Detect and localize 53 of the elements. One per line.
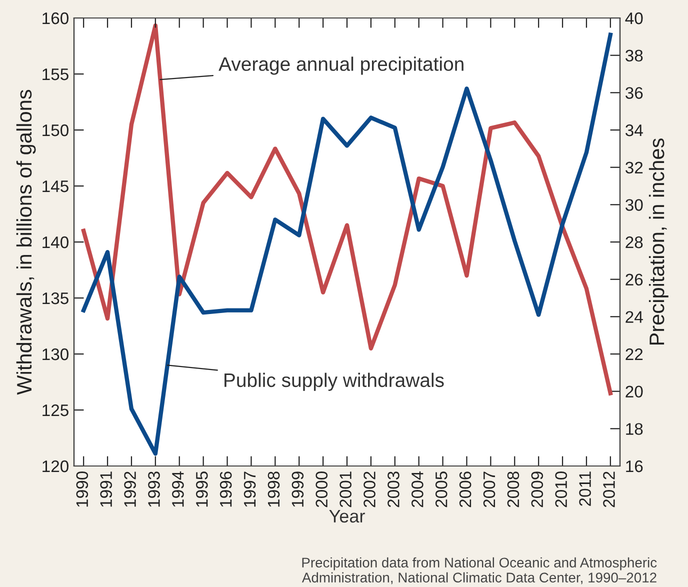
y-tick-label: 155: [42, 68, 68, 80]
line-series: [81, 23, 613, 396]
y-axis-title: Withdrawals, in billions of gallons: [16, 90, 36, 395]
y2-tick-label: 30: [625, 199, 643, 211]
y-tick-label: 130: [42, 348, 68, 360]
x-tick-label: 2012: [603, 472, 615, 508]
y2-tick-label: 28: [626, 236, 643, 248]
x-tick-label: 2011: [579, 472, 591, 506]
x-tick-label: 2009: [531, 472, 544, 508]
y-tick-label: 120: [42, 460, 68, 472]
y2-tick-label: 26: [626, 274, 643, 286]
x-tick-label: 2007: [483, 472, 496, 508]
y-tick-label: 140: [42, 236, 68, 248]
x-tick-label: 2002: [364, 472, 376, 508]
x-tick-label: 1999: [292, 472, 304, 507]
y2-tick-label: 40: [625, 12, 643, 24]
y-tick-label: 160: [42, 12, 68, 24]
y-tick-label: 150: [42, 124, 68, 136]
y2-tick-label: 32: [625, 162, 643, 174]
x-tick-label: 2005: [435, 472, 448, 508]
x-tick-label: 2010: [555, 472, 567, 508]
annotation: Average annual precipitation: [218, 56, 464, 75]
x-tick-label: 1991: [100, 472, 112, 507]
x-tick-label: 1995: [196, 472, 208, 507]
x-axis-title: Year: [329, 510, 365, 523]
y-tick-label: 145: [42, 180, 68, 192]
y2-tick-label: 38: [625, 50, 643, 62]
y2-tick-label: 22: [626, 348, 643, 360]
x-tick-label: 2004: [412, 471, 424, 508]
x-tick-label: 1990: [76, 472, 88, 507]
text: Precipitation data from National Oceanic and Atmospheric Administration, National Climatic Data Center, 1990–2012: [302, 557, 657, 584]
y-tick-label: 135: [42, 292, 68, 304]
y2-axis-title: Precipitation, in inches: [648, 138, 668, 345]
y2-tick-label: 24: [626, 311, 643, 323]
line-series: [81, 32, 613, 456]
x-tick-label: 1992: [124, 472, 136, 507]
x-tick-label: 2008: [507, 472, 520, 508]
x-tick-label: 2001: [340, 472, 352, 508]
x-tick-label: 2000: [316, 472, 328, 508]
y2-tick-label: 18: [626, 423, 643, 435]
x-tick-label: 1996: [220, 472, 232, 507]
y2-tick-label: 36: [625, 87, 643, 99]
x-tick-label: 2003: [388, 472, 400, 508]
x-tick-label: 1993: [148, 472, 160, 507]
y2-tick-label: 20: [626, 386, 643, 398]
x-tick-label: 1994: [172, 471, 184, 507]
x-tick-label: 1997: [244, 472, 256, 507]
annotation: Public supply withdrawals: [224, 372, 444, 391]
y-tick-label: 125: [42, 404, 68, 416]
x-tick-label: 2006: [459, 472, 472, 508]
y2-tick-label: 34: [625, 124, 643, 136]
x-tick-label: 1998: [268, 472, 280, 507]
y2-tick-label: 16: [626, 460, 643, 472]
